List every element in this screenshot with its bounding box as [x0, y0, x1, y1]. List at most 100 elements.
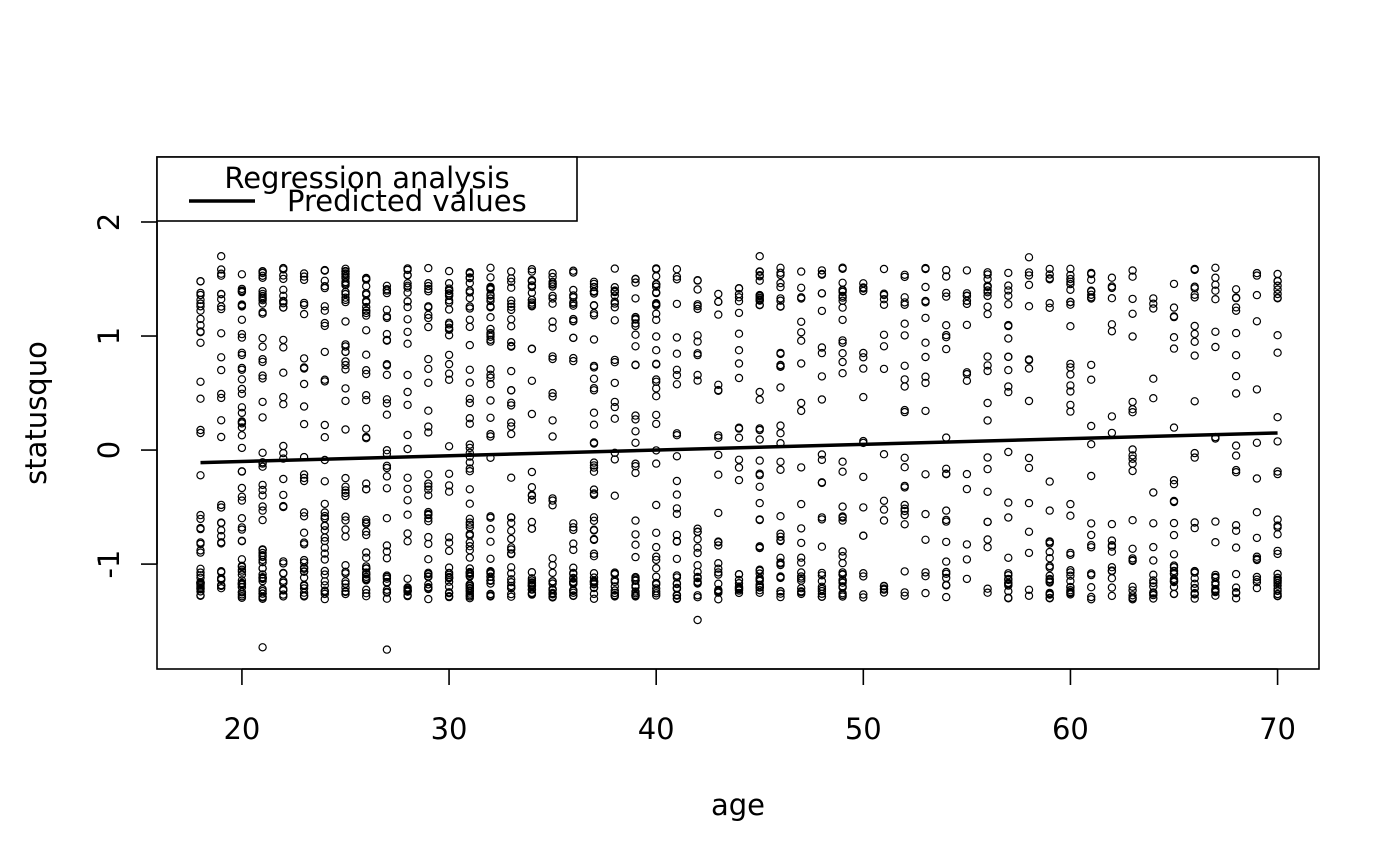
scatter-point — [341, 567, 350, 577]
scatter-point — [403, 297, 412, 306]
scatter-point — [652, 359, 661, 368]
scatter-point — [776, 512, 785, 521]
scatter-point — [299, 558, 309, 567]
scatter-point — [776, 592, 785, 602]
scatter-point — [1231, 583, 1241, 592]
scatter-point — [444, 291, 454, 301]
scatter-point — [237, 537, 247, 546]
scatter-point — [216, 353, 226, 362]
scatter-point — [631, 572, 640, 582]
scatter-point — [1169, 566, 1179, 576]
scatter-point — [1107, 273, 1117, 282]
scatter-point — [652, 279, 661, 289]
scatter-point — [672, 530, 682, 540]
scatter-point — [714, 433, 723, 442]
scatter-point — [755, 583, 764, 592]
scatter-point — [1066, 381, 1075, 390]
scatter-point — [341, 512, 350, 521]
scatter-point — [962, 291, 972, 300]
scatter-point — [776, 560, 785, 570]
scatter-point — [1107, 320, 1117, 329]
scatter-point — [279, 303, 288, 312]
scatter-point — [859, 472, 868, 482]
scatter-point — [1066, 583, 1075, 592]
scatter-point — [838, 338, 847, 347]
scatter-point — [258, 545, 267, 554]
scatter-point — [341, 267, 350, 276]
scatter-point — [527, 409, 537, 419]
scatter-point — [216, 265, 226, 274]
scatter-point — [258, 576, 267, 586]
scatter-point — [714, 450, 723, 460]
scatter-point — [631, 459, 640, 468]
scatter-point — [942, 517, 951, 526]
scatter-point — [1169, 303, 1179, 312]
scatter-point — [1211, 295, 1220, 304]
scatter-point — [838, 457, 847, 466]
scatter-point — [444, 325, 454, 334]
scatter-point — [424, 514, 433, 523]
scatter-point — [548, 496, 557, 505]
scatter-point — [216, 389, 226, 399]
scatter-point — [527, 467, 537, 477]
scatter-point — [900, 331, 909, 340]
scatter-point — [403, 400, 412, 410]
scatter-point — [196, 302, 205, 311]
scatter-point — [444, 577, 454, 586]
scatter-point — [569, 301, 578, 310]
scatter-point — [1231, 526, 1241, 536]
scatter-point — [1004, 334, 1013, 343]
scatter-point — [817, 395, 827, 404]
scatter-point — [921, 406, 930, 416]
scatter-point — [1024, 591, 1034, 601]
scatter-point — [1045, 303, 1054, 312]
scatter-point — [486, 273, 495, 282]
scatter-point — [1149, 299, 1158, 308]
scatter-point — [465, 564, 474, 573]
scatter-point — [424, 532, 433, 542]
scatter-point — [341, 482, 350, 491]
scatter-point — [320, 543, 329, 553]
scatter-point — [652, 500, 661, 510]
scatter-point — [1024, 356, 1034, 365]
scatter-point — [1107, 327, 1117, 336]
scatter-point — [569, 568, 578, 578]
scatter-point — [714, 570, 723, 579]
scatter-point — [672, 571, 682, 580]
scatter-point — [527, 300, 537, 309]
scatter-point — [341, 384, 350, 393]
scatter-point — [258, 374, 267, 383]
scatter-point — [362, 424, 371, 433]
scatter-point — [734, 359, 744, 368]
scatter-point — [237, 329, 247, 339]
scatter-point — [237, 384, 247, 394]
scatter-point — [465, 514, 474, 524]
scatter-point — [1231, 465, 1241, 475]
scatter-point — [1231, 293, 1241, 302]
scatter-point — [734, 570, 744, 579]
regression-line — [200, 431, 1278, 465]
scatter-point — [486, 296, 495, 306]
scatter-point — [817, 372, 827, 381]
scatter-point — [714, 568, 723, 577]
scatter-point — [921, 572, 930, 581]
scatter-point — [299, 584, 309, 593]
scatter-point — [444, 331, 454, 340]
scatter-point — [1004, 593, 1013, 602]
scatter-point — [734, 588, 744, 598]
scatter-point — [341, 365, 350, 374]
y-axis: -1 0 1 2 — [92, 213, 158, 579]
scatter-point — [1066, 285, 1075, 294]
scatter-point — [838, 303, 847, 312]
scatter-point — [652, 346, 661, 355]
scatter-point — [237, 492, 247, 501]
scatter-point — [1149, 294, 1158, 303]
scatter-point — [652, 419, 661, 429]
scatter-point — [1024, 280, 1034, 290]
scatter-point — [652, 300, 661, 309]
scatter-point — [569, 577, 578, 586]
scatter-point — [672, 333, 682, 342]
scatter-point — [569, 353, 578, 363]
scatter-point — [341, 525, 350, 534]
scatter-point — [299, 275, 309, 285]
